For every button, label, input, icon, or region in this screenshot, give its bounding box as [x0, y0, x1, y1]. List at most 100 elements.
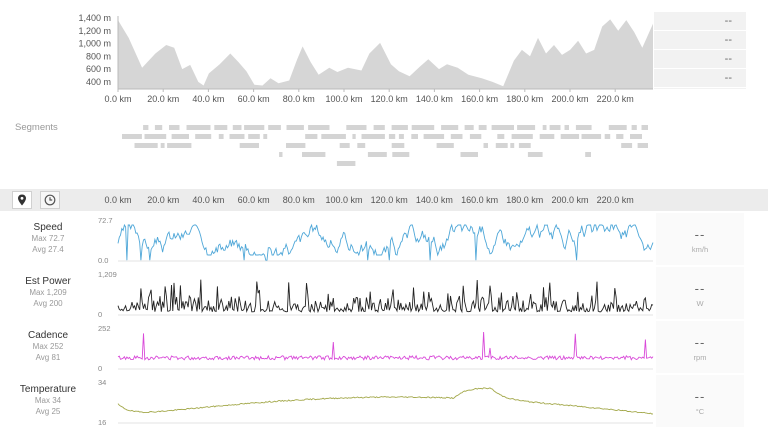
segment-bar[interactable]	[160, 143, 165, 148]
map-pin-icon	[18, 194, 26, 206]
segment-bar[interactable]	[195, 134, 212, 139]
segment-bar[interactable]	[495, 143, 508, 148]
segment-bar[interactable]	[581, 134, 602, 139]
segment-bar[interactable]	[268, 125, 281, 130]
segment-bar[interactable]	[286, 125, 304, 130]
segment-bar[interactable]	[391, 143, 405, 148]
metric-axis-min: 0	[98, 364, 102, 373]
segment-bar[interactable]	[143, 125, 149, 130]
segment-bar[interactable]	[229, 134, 245, 139]
segment-bar[interactable]	[460, 152, 479, 157]
segment-bar[interactable]	[144, 134, 167, 139]
segment-bar[interactable]	[511, 134, 533, 139]
time-view-button[interactable]	[40, 191, 60, 209]
segment-bar[interactable]	[621, 143, 633, 148]
segment-bar[interactable]	[122, 134, 142, 139]
segment-bar[interactable]	[411, 134, 418, 139]
cadence-chart[interactable]: 252 0	[96, 321, 656, 373]
metric-value-panel: -- km/h	[656, 213, 744, 265]
segment-bar[interactable]	[450, 134, 463, 139]
segment-bar[interactable]	[373, 125, 385, 130]
segment-bar[interactable]	[321, 134, 346, 139]
segment-bar[interactable]	[560, 134, 580, 139]
segment-bar[interactable]	[464, 125, 474, 130]
segment-bar[interactable]	[357, 143, 366, 148]
segment-bar[interactable]	[441, 125, 459, 130]
segment-bar[interactable]	[478, 125, 487, 130]
segment-bar[interactable]	[510, 143, 515, 148]
power-chart[interactable]: 1,209 0	[96, 267, 656, 319]
segment-bar[interactable]	[575, 125, 592, 130]
segment-bar[interactable]	[154, 125, 163, 130]
segment-bar[interactable]	[305, 134, 318, 139]
segment-bar[interactable]	[631, 125, 637, 130]
segment-bar[interactable]	[469, 134, 482, 139]
segment-bar[interactable]	[186, 125, 211, 130]
segment-bar[interactable]	[244, 125, 265, 130]
segment-bar[interactable]	[585, 152, 591, 157]
segment-bar[interactable]	[352, 134, 356, 139]
map-view-button[interactable]	[12, 191, 32, 209]
segment-bar[interactable]	[134, 143, 158, 148]
segment-bar[interactable]	[564, 125, 570, 130]
segment-bar[interactable]	[263, 134, 268, 139]
segment-bar[interactable]	[527, 152, 543, 157]
segment-bar[interactable]	[279, 152, 283, 157]
segment-bar[interactable]	[302, 152, 326, 157]
segment-bar[interactable]	[214, 125, 228, 130]
segment-bar[interactable]	[339, 143, 350, 148]
segment-bar[interactable]	[169, 125, 180, 130]
segment-bar[interactable]	[630, 134, 642, 139]
segment-bar[interactable]	[483, 143, 489, 148]
metric-current-value: --	[694, 335, 706, 350]
segment-bar[interactable]	[346, 125, 367, 130]
segment-bar[interactable]	[604, 134, 611, 139]
segment-bar[interactable]	[398, 134, 404, 139]
elevation-chart[interactable]: 1,400 m 1,200 m 1,000 m 800 m 600 m 400 m 0.0 …	[0, 0, 768, 110]
metric-label: Cadence Max 252 Avg 81	[0, 330, 96, 363]
elevation-stat: --	[654, 31, 746, 50]
segment-bar[interactable]	[232, 125, 242, 130]
segment-bar[interactable]	[542, 125, 547, 130]
segment-bar[interactable]	[616, 134, 624, 139]
segment-bar[interactable]	[391, 125, 408, 130]
elevation-stat: --	[654, 50, 746, 69]
segment-bar[interactable]	[361, 134, 385, 139]
segment-bar[interactable]	[167, 143, 192, 148]
segment-bar[interactable]	[411, 125, 435, 130]
elevation-stats-panel: -- -- -- --	[654, 12, 746, 89]
metric-axis-max: 1,209	[98, 270, 117, 279]
segment-bar[interactable]	[171, 134, 189, 139]
segment-bar[interactable]	[549, 125, 561, 130]
segment-bar[interactable]	[518, 143, 531, 148]
segment-bar[interactable]	[497, 134, 505, 139]
segment-bar[interactable]	[517, 125, 536, 130]
segment-bar[interactable]	[248, 134, 260, 139]
segment-bar[interactable]	[423, 134, 445, 139]
elevation-y-tick: 1,400 m	[78, 13, 111, 23]
segment-bar[interactable]	[539, 134, 555, 139]
distance-axis-tick: 60.0 km	[238, 195, 270, 205]
segment-bar[interactable]	[239, 143, 259, 148]
segments-label: Segments	[15, 122, 58, 133]
segment-bar[interactable]	[286, 143, 306, 148]
segment-bar[interactable]	[608, 125, 627, 130]
distance-axis-tick: 180.0 km	[506, 195, 543, 205]
temperature-chart[interactable]: 34 16	[96, 375, 656, 427]
segment-bar[interactable]	[367, 152, 387, 157]
distance-axis-tick: 80.0 km	[283, 195, 315, 205]
segment-bar[interactable]	[336, 161, 356, 166]
segment-bar[interactable]	[436, 143, 454, 148]
metric-axis-min: 0	[98, 310, 102, 319]
segment-bar[interactable]	[392, 152, 410, 157]
segment-bar[interactable]	[491, 125, 514, 130]
elevation-x-tick: 80.0 km	[283, 94, 315, 104]
segment-bar[interactable]	[637, 143, 648, 148]
segment-bar[interactable]	[641, 125, 649, 130]
elevation-y-tick: 1,200 m	[78, 26, 111, 36]
speed-chart[interactable]: 72.7 0.0	[96, 213, 656, 265]
segment-bar[interactable]	[388, 134, 396, 139]
segment-bar[interactable]	[218, 134, 224, 139]
segment-bar[interactable]	[308, 125, 330, 130]
segments-track[interactable]	[0, 0, 768, 175]
